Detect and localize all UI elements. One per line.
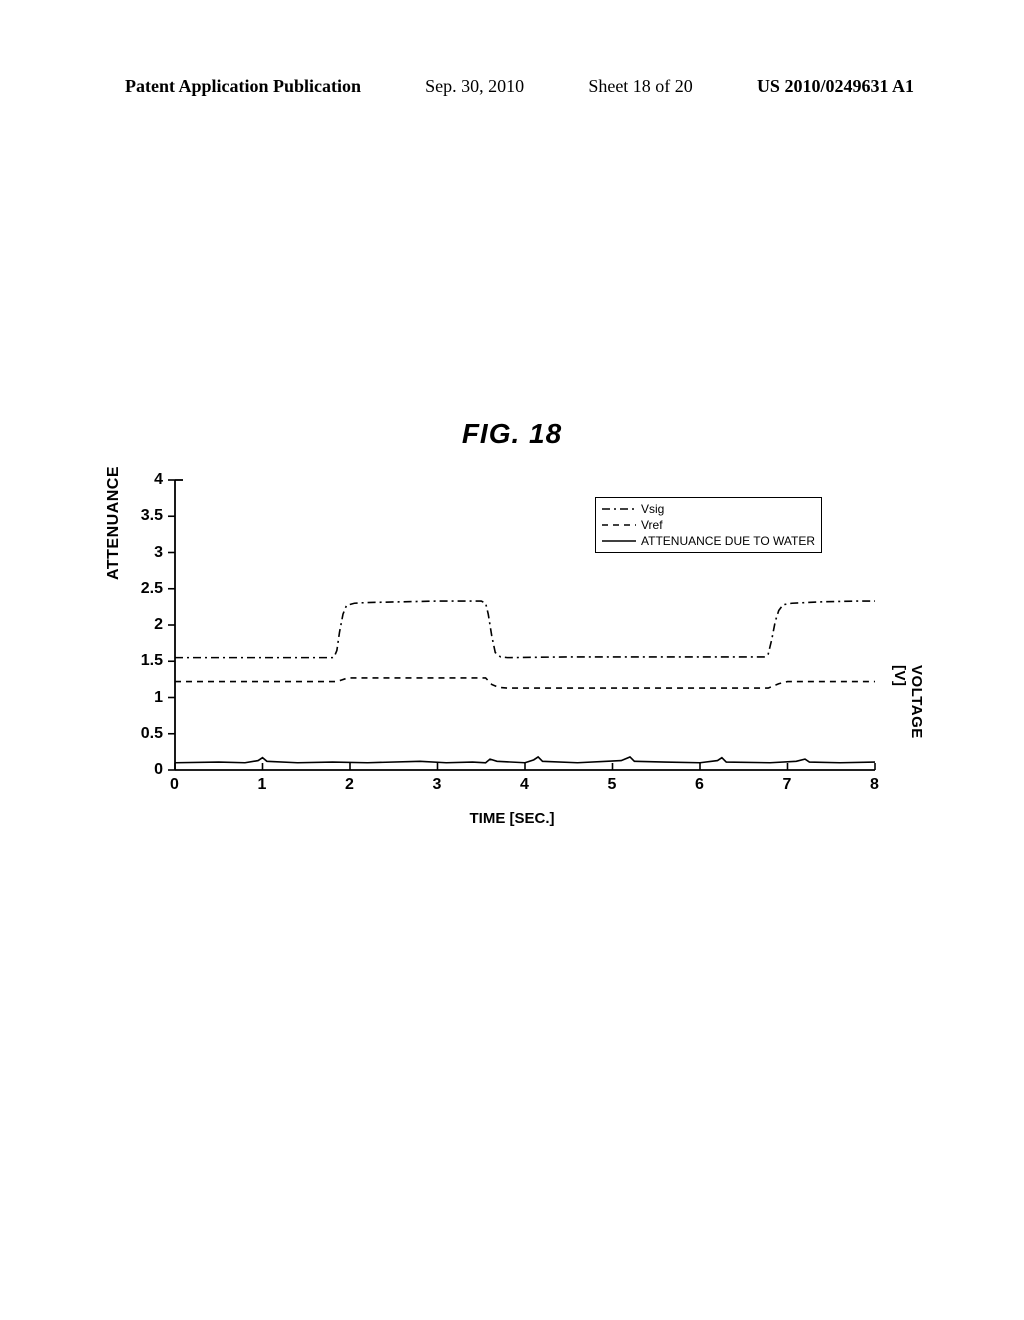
x-tick-label: 5 bbox=[608, 776, 617, 794]
x-tick-label: 3 bbox=[433, 776, 442, 794]
publication-label: Patent Application Publication bbox=[125, 76, 361, 97]
legend-line-icon bbox=[602, 502, 636, 516]
series-Vref bbox=[175, 678, 875, 688]
y-axis-label-left: ATTENUANCE bbox=[105, 466, 123, 580]
y-tick-label: 2.5 bbox=[141, 580, 163, 598]
y-tick-label: 4 bbox=[154, 471, 163, 489]
x-tick-label: 0 bbox=[170, 776, 179, 794]
y-tick-label: 0.5 bbox=[141, 725, 163, 743]
x-tick-label: 1 bbox=[258, 776, 267, 794]
publication-number: US 2010/0249631 A1 bbox=[757, 76, 914, 97]
x-tick-label: 4 bbox=[520, 776, 529, 794]
legend-label: Vref bbox=[641, 518, 663, 532]
series-attenuance_water bbox=[175, 757, 875, 763]
x-tick-label: 2 bbox=[345, 776, 354, 794]
legend-item: Vsig bbox=[602, 501, 815, 517]
x-tick-label: 6 bbox=[695, 776, 704, 794]
page-header: Patent Application Publication Sep. 30, … bbox=[0, 76, 1024, 97]
y-tick-label: 3.5 bbox=[141, 507, 163, 525]
publication-date: Sep. 30, 2010 bbox=[425, 76, 524, 97]
legend-label: Vsig bbox=[641, 502, 664, 516]
y-tick-label: 2 bbox=[154, 616, 163, 634]
legend-line-icon bbox=[602, 534, 636, 548]
legend-item: ATTENUANCE DUE TO WATER bbox=[602, 533, 815, 549]
figure-title: FIG. 18 bbox=[0, 418, 1024, 450]
legend-item: Vref bbox=[602, 517, 815, 533]
y-tick-label: 1.5 bbox=[141, 652, 163, 670]
sheet-number: Sheet 18 of 20 bbox=[588, 76, 692, 97]
legend-line-icon bbox=[602, 518, 636, 532]
x-tick-label: 7 bbox=[783, 776, 792, 794]
legend-box: Vsig Vref ATTENUANCE DUE TO WATER bbox=[595, 497, 822, 553]
series-Vsig bbox=[175, 601, 875, 658]
y-tick-label: 1 bbox=[154, 689, 163, 707]
legend-label: ATTENUANCE DUE TO WATER bbox=[641, 534, 815, 548]
y-tick-label: 0 bbox=[154, 761, 163, 779]
y-tick-label: 3 bbox=[154, 544, 163, 562]
x-tick-label: 8 bbox=[870, 776, 879, 794]
